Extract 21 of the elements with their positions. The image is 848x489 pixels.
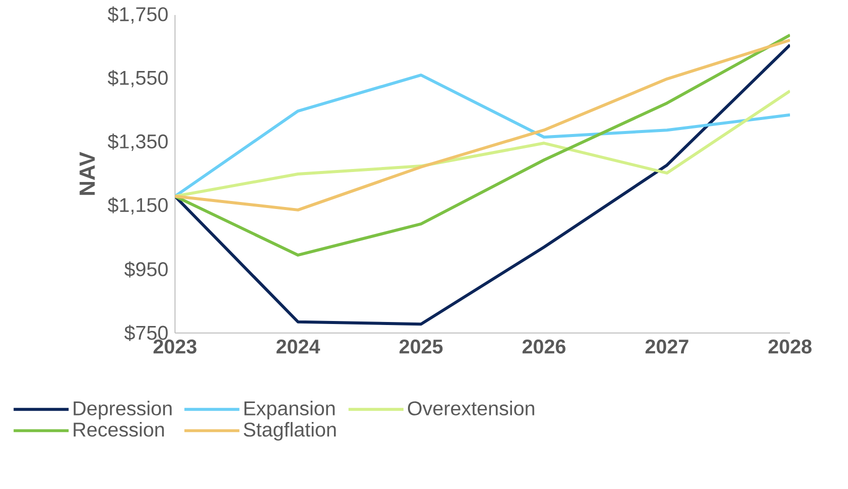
y-tick-label: $1,550 — [108, 70, 168, 88]
line-series — [175, 38, 790, 212]
x-tick-label: 2025 — [400, 340, 443, 354]
y-tick-label: $1,350 — [108, 134, 168, 151]
legend-label: Stagflation — [244, 422, 336, 441]
y-tick-label: $950 — [124, 261, 168, 278]
legend-label: Expansion — [244, 400, 335, 420]
y-tick-label: $750 — [124, 324, 168, 342]
y-tick-label: $1,150 — [108, 197, 168, 214]
x-tick-label: 2028 — [768, 340, 812, 354]
x-tick-label: 2024 — [276, 340, 320, 354]
line-series — [175, 43, 790, 326]
line-series — [175, 34, 790, 257]
legend-label: Depression — [74, 400, 172, 420]
legend-label: Overextension — [408, 400, 534, 416]
x-tick-label: 2027 — [646, 340, 688, 354]
y-tick-label: $1,750 — [108, 6, 168, 24]
x-tick-label: 2026 — [522, 340, 566, 354]
legend-label: Recession — [74, 422, 164, 437]
x-tick-label: 2023 — [154, 340, 196, 354]
y-axis-title: NAV — [80, 152, 95, 195]
